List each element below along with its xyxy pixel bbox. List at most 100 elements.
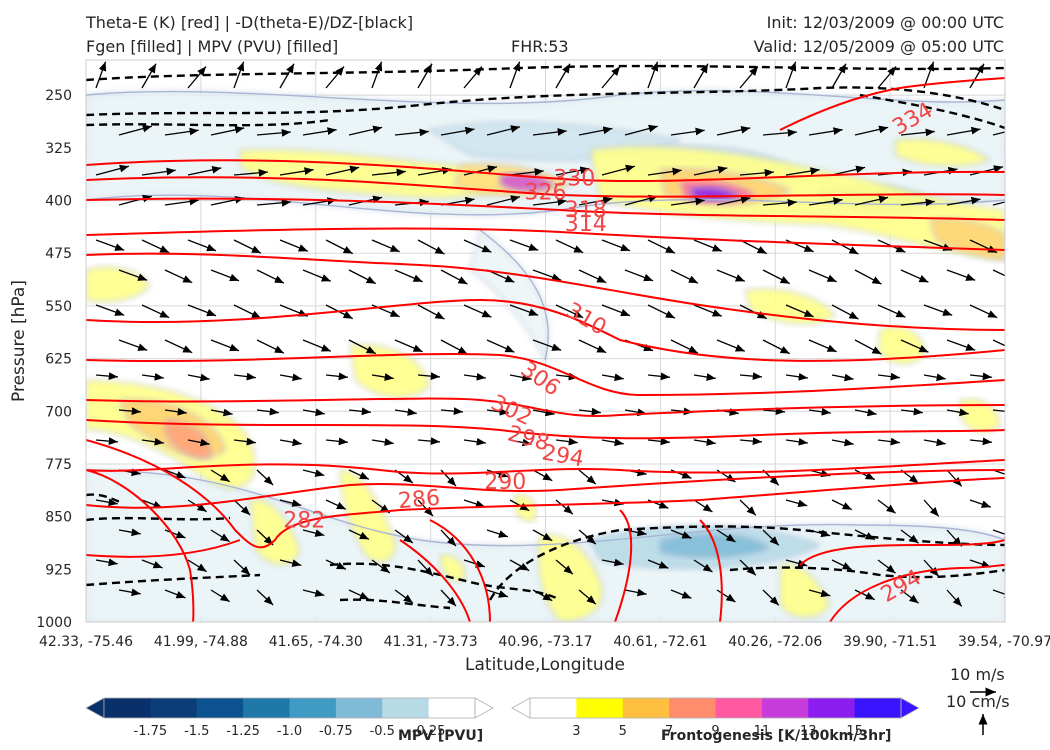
wind-vector xyxy=(946,469,963,487)
wind-vector xyxy=(486,125,521,136)
mpv-colorbar-frame xyxy=(103,697,476,719)
mpv-colorbar-tick-label: -1.75 xyxy=(134,724,168,739)
ddz-contour xyxy=(488,525,1005,601)
wind-vector xyxy=(693,559,713,573)
wind-vector xyxy=(302,529,325,537)
wind-vector xyxy=(946,126,981,136)
wind-vector xyxy=(808,269,837,283)
shaded-region xyxy=(349,343,431,399)
wind-vector xyxy=(785,559,808,568)
wind-vector xyxy=(187,373,210,382)
wind-vector xyxy=(992,201,1005,206)
wind-vector xyxy=(670,269,699,284)
wind-vector xyxy=(118,588,141,597)
wind-vector xyxy=(486,407,509,416)
wind-reference xyxy=(970,687,996,735)
wind-vector xyxy=(164,197,199,206)
wind-vector xyxy=(95,304,125,316)
wind-vector xyxy=(693,63,709,89)
wind-vector xyxy=(670,197,705,206)
wind-vector xyxy=(785,499,808,508)
wind-vector xyxy=(509,373,532,382)
theta-e-label: 314 xyxy=(565,212,607,237)
wind-vector xyxy=(693,373,716,381)
wind-vector xyxy=(141,559,163,569)
wind-vector xyxy=(141,372,164,381)
wind-vector xyxy=(946,529,963,547)
wind-vector xyxy=(601,558,624,567)
wind-vector xyxy=(578,126,613,136)
wind-vector xyxy=(440,529,457,547)
mpv-colorbar-swatch xyxy=(196,698,244,718)
wind-vector xyxy=(762,339,791,355)
wind-vector xyxy=(831,499,853,511)
theta-e-label: 318 xyxy=(565,198,607,223)
wind-vector xyxy=(808,529,831,538)
mpv-colorbar-extend-low xyxy=(85,697,105,719)
y-tick-label: 850 xyxy=(45,510,72,526)
wind-vector xyxy=(624,588,647,597)
mpv-colorbar-swatch xyxy=(243,698,290,718)
wind-vector xyxy=(831,438,854,447)
wind-vector xyxy=(348,529,370,540)
wind-vector xyxy=(900,128,935,137)
wind-vector xyxy=(256,407,279,416)
wind-vector xyxy=(923,373,946,382)
wind-vector xyxy=(256,269,285,284)
wind-vector xyxy=(647,304,676,319)
wind-vector xyxy=(762,407,785,416)
theta-e-contour xyxy=(614,509,633,622)
wind-vector xyxy=(463,437,486,446)
wind-vector xyxy=(854,339,882,355)
wind-vector xyxy=(164,407,187,416)
wind-vector xyxy=(578,339,607,354)
wind-vector xyxy=(647,372,670,381)
wind-vector xyxy=(693,499,713,513)
x-tick-label: 40.96, -73.17 xyxy=(498,634,592,650)
title-line-2: Fgen [filled] | MPV (PVU) [filled] xyxy=(86,37,339,56)
fgen-colorbar-frame xyxy=(529,697,902,719)
wind-vector xyxy=(877,372,900,381)
wind-vector xyxy=(762,128,797,137)
theta-e-contour xyxy=(86,352,1005,397)
wind-vector xyxy=(302,408,325,417)
wind-vector xyxy=(486,589,509,598)
theta-e-contour xyxy=(86,298,1005,362)
wind-vector xyxy=(463,66,483,89)
wind-vector xyxy=(854,269,882,285)
mpv-colorbar-tick-label: -1.5 xyxy=(184,724,209,739)
mpv-colorbar-swatch xyxy=(428,698,476,718)
wind-vector xyxy=(946,269,976,281)
wind-vector xyxy=(233,61,245,89)
wind-vector xyxy=(693,166,728,176)
wind-vector xyxy=(417,239,445,255)
wind-vector xyxy=(463,304,492,318)
wind-vector xyxy=(233,304,262,319)
wind-vector xyxy=(647,239,676,254)
shaded-region xyxy=(959,398,1001,433)
wind-vector xyxy=(992,469,1005,478)
wind-vector xyxy=(118,269,148,281)
ddz-contour xyxy=(86,516,231,522)
wind-vector xyxy=(463,165,498,176)
wind-vector xyxy=(555,239,584,254)
wind-vector xyxy=(532,529,553,542)
wind-vector xyxy=(555,304,584,319)
wind-vector xyxy=(808,407,831,416)
wind-vector xyxy=(532,269,562,281)
wind-vector xyxy=(923,438,946,447)
wind-vector xyxy=(831,165,866,176)
theta-e-contour xyxy=(399,539,471,622)
wind-vector xyxy=(992,589,1005,598)
wind-vector xyxy=(509,168,544,176)
wind-vector xyxy=(509,438,532,447)
wind-vector xyxy=(831,304,859,320)
theta-e-contours xyxy=(86,77,1005,622)
wind-vector xyxy=(279,63,295,89)
wind-vector xyxy=(624,124,659,136)
wind-vector xyxy=(670,589,692,599)
theta-e-contour xyxy=(86,197,1005,221)
fgen-colorbar-tick-label: 5 xyxy=(619,724,627,739)
fgen-colorbar-swatch xyxy=(854,698,902,718)
